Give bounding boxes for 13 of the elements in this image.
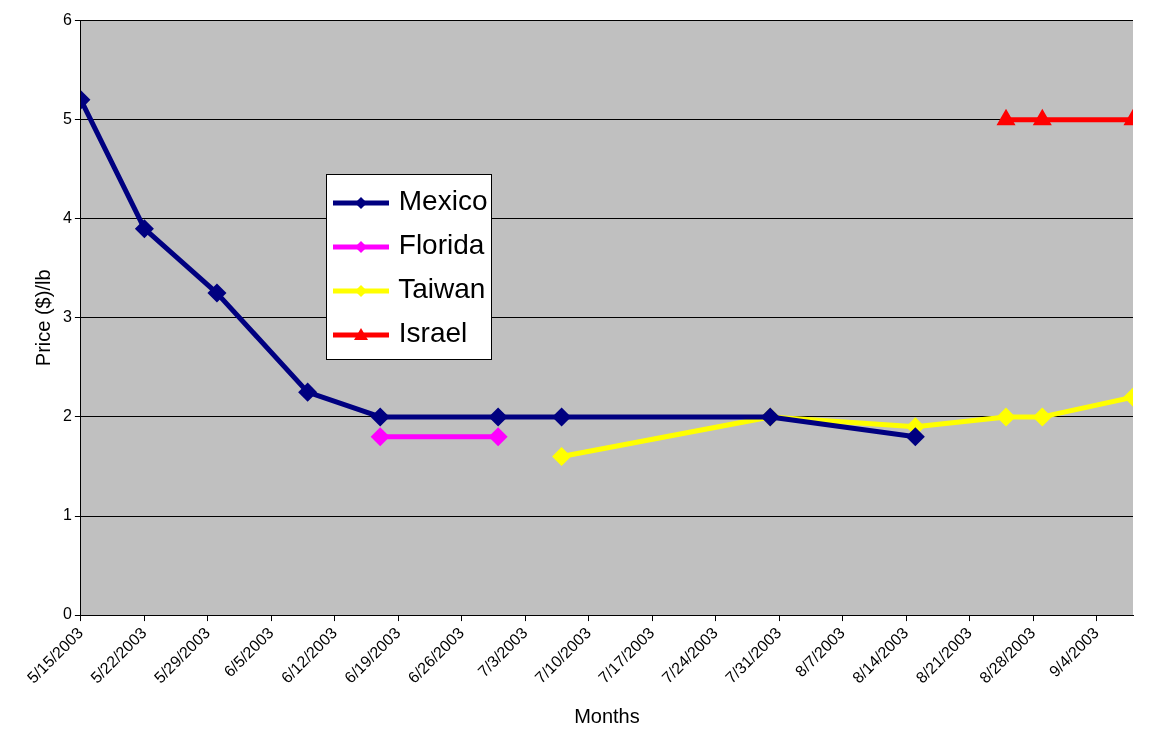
legend-label: Israel [398, 317, 468, 348]
y-tick-label: 5 [62, 110, 72, 128]
x-axis-title: Months [574, 704, 640, 727]
y-tick-label: 1 [62, 506, 72, 524]
legend-label: Taiwan [398, 273, 486, 304]
y-tick-label: 0 [62, 605, 72, 623]
legend-label: Florida [398, 229, 485, 260]
y-tick-label: 4 [62, 209, 72, 227]
legend-label: Mexico [398, 185, 488, 216]
y-axis-title: Price ($)/lb [31, 269, 54, 367]
y-tick-label: 6 [62, 11, 72, 29]
y-tick-label: 2 [62, 407, 72, 425]
y-tick-label: 3 [62, 308, 72, 326]
